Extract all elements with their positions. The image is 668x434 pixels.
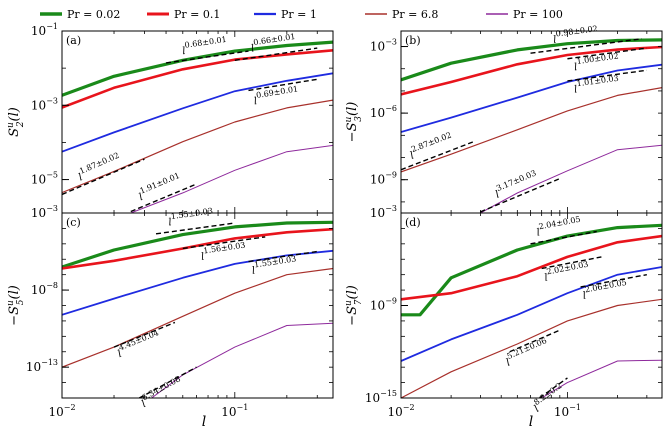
legend-item: Pr = 0.1: [147, 8, 220, 21]
y-tick-label: 10−9: [370, 171, 397, 187]
legend-item: Pr = 6.8: [365, 8, 438, 21]
y-tick-label: 10−3: [370, 204, 397, 220]
fit-annotation: l2.06±0.05: [581, 278, 629, 302]
y-tick-label: 10−8: [31, 281, 58, 297]
fit-line: [155, 222, 235, 235]
legend: Pr = 0.02 Pr = 0.1 Pr = 1 Pr = 6.8 Pr = 100: [40, 8, 563, 21]
legend-label: Pr = 100: [513, 8, 563, 21]
x-axis-label-left: l: [202, 414, 206, 430]
panel-label: (d): [405, 216, 421, 229]
y-tick-label: 10−6: [370, 104, 397, 120]
fit-annotation: l2.87±0.02: [407, 131, 455, 162]
panel-label: (c): [66, 216, 81, 229]
fit-annotation: l5.21±0.06: [503, 336, 551, 369]
series-line: [62, 49, 333, 109]
fit-line: [567, 47, 647, 60]
x-tick-label: 10−2: [387, 403, 414, 419]
fit-line: [234, 47, 318, 62]
series-line: [401, 38, 662, 82]
y-tick-label: 10−9: [370, 297, 397, 313]
y-tick-label: 10−15: [365, 389, 397, 405]
fit-line: [248, 250, 318, 263]
series-line: [541, 359, 662, 398]
fit-line: [480, 177, 561, 213]
fit-annotation: l1.91±0.01: [136, 171, 184, 203]
fit-line: [113, 321, 176, 348]
fit-annotation: l3.17±0.03: [492, 168, 540, 200]
fit-line: [138, 366, 197, 398]
panel-label: (b): [405, 34, 421, 47]
legend-label: Pr = 1: [281, 8, 317, 21]
axes-frame: [400, 30, 663, 214]
panel-c: l1.55±0.03l1.56±0.03l1.55±0.03l4.45±0.04…: [6, 204, 334, 419]
y-tick-label: 10−3: [31, 204, 58, 220]
series-line: [401, 223, 662, 317]
legend-label: Pr = 0.1: [174, 8, 220, 21]
series-line: [401, 234, 662, 301]
fit-annotation: l1.55±0.03: [250, 254, 297, 276]
fit-line: [539, 377, 568, 398]
fit-annotation: l0.69±0.01: [252, 84, 300, 107]
panel-label: (a): [66, 34, 81, 47]
y-tick-label: 10−3: [370, 38, 397, 54]
series-line: [151, 322, 333, 398]
y-tick-label: 10−13: [26, 358, 58, 374]
panel-b: l0.98±0.02l1.00±0.02l1.01±0.03l2.87±0.02…: [344, 24, 663, 214]
series-line: [62, 40, 333, 97]
axes-frame: [61, 212, 334, 399]
fit-line: [401, 141, 474, 171]
x-axis-label-right: l: [529, 414, 533, 430]
fit-line: [530, 230, 597, 245]
series-line: [401, 266, 662, 362]
y-tick-label: 10−5: [31, 171, 58, 187]
x-tick-label: 10−1: [554, 403, 581, 419]
x-tick-label: 10−2: [48, 403, 75, 419]
panel-a: l0.68±0.01 l0.66±0.01l0.69±0.01l1.87±0.02…: [6, 22, 334, 214]
series-line: [401, 45, 662, 96]
fit-line: [165, 50, 249, 64]
fit-line: [541, 256, 602, 270]
series-line: [62, 99, 333, 194]
y-tick-label: 10−3: [31, 96, 58, 112]
legend-label: Pr = 0.02: [67, 8, 120, 21]
series-line: [62, 267, 333, 368]
fit-line: [130, 183, 197, 213]
x-tick-label: 10−1: [221, 403, 248, 419]
legend-label: Pr = 6.8: [392, 8, 438, 21]
fit-line: [530, 38, 642, 54]
y-axis-label: Su2(l): [6, 107, 26, 137]
series-line: [62, 249, 333, 316]
fit-annotation: l4.45±0.04: [114, 328, 162, 360]
fit-line: [248, 78, 318, 92]
y-axis-label: −Su7(l): [344, 285, 364, 326]
fit-annotation: l0.66±0.01: [250, 32, 297, 55]
y-axis-label: −Su3(l): [344, 102, 364, 143]
fit-annotation: l1.55±0.03: [167, 206, 214, 228]
fit-line: [509, 329, 561, 353]
y-axis-label: −Su5(l): [6, 285, 26, 326]
legend-item: Pr = 100: [486, 8, 563, 21]
fit-line: [62, 158, 145, 196]
series-line: [62, 227, 333, 270]
series-line: [401, 63, 662, 133]
fit-annotation: l6.34±0.08: [138, 374, 186, 410]
legend-item: Pr = 1: [254, 8, 317, 21]
fit-line: [580, 273, 647, 288]
series-line: [62, 220, 333, 269]
series-line: [401, 87, 662, 173]
fit-line: [182, 236, 266, 250]
series-line: [130, 144, 333, 213]
series-line: [480, 144, 662, 213]
panel-d: l2.04±0.05l2.02±0.03l2.06±0.05l5.21±0.06…: [344, 204, 663, 419]
panels: l0.68±0.01 l0.66±0.01l0.69±0.01l1.87±0.02…: [6, 22, 663, 419]
series-line: [401, 298, 662, 398]
fit-annotation: l1.01±0.03: [573, 74, 620, 96]
series-line: [62, 72, 333, 153]
legend-item: Pr = 0.02: [40, 8, 120, 21]
y-tick-label: 10−1: [31, 22, 58, 38]
fit-line: [567, 69, 647, 82]
